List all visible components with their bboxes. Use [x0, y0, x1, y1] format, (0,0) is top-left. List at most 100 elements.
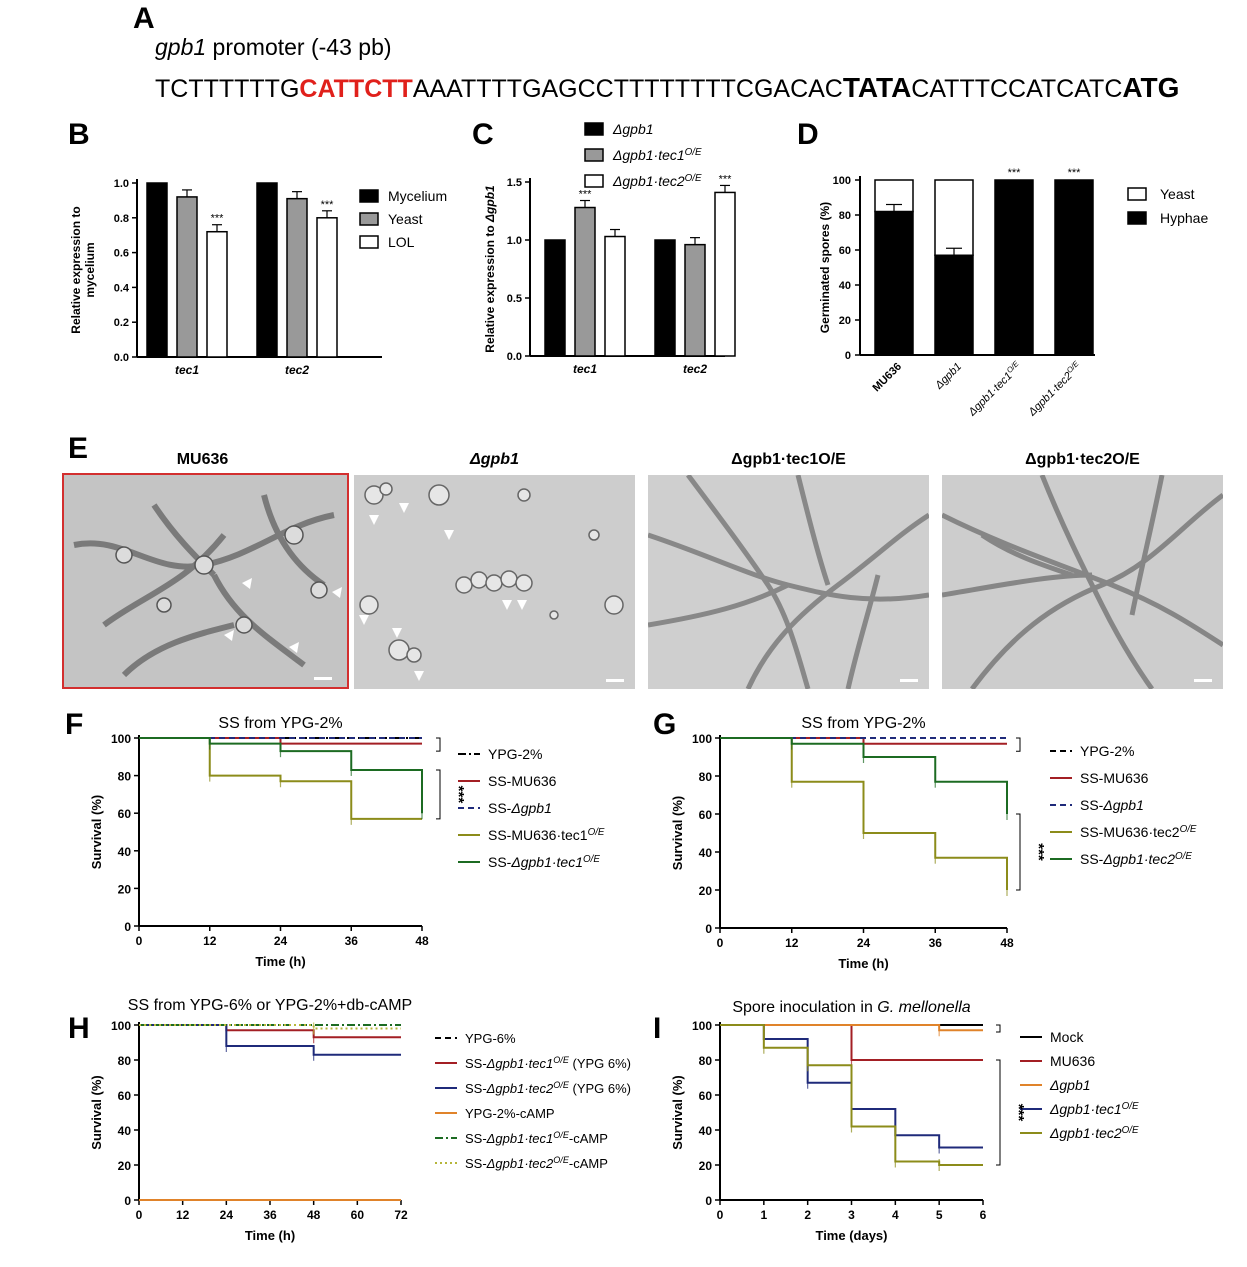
y-tick-label: 20 — [699, 884, 713, 898]
survival-curve — [139, 1024, 401, 1056]
legend-label: Yeast — [388, 211, 423, 227]
legend-label: LOL — [388, 234, 415, 250]
y-tick-label: 0.8 — [114, 213, 129, 225]
stacked-bar — [1054, 179, 1094, 356]
x-tick-label: 24 — [220, 1208, 234, 1222]
legend-label: Δgpb1·tec1O/E — [1049, 1101, 1139, 1118]
legend-label: Mycelium — [388, 188, 447, 204]
y-axis-label: Survival (%) — [89, 795, 104, 869]
legend-label: YPG-2% — [1080, 743, 1134, 759]
stacked-bar — [994, 179, 1034, 356]
ns-bracket — [996, 1024, 1001, 1033]
x-tick-label: 0 — [717, 1208, 724, 1222]
significance-bracket — [436, 769, 441, 820]
x-tick-label: 36 — [345, 934, 359, 948]
micrograph-tec1-image — [648, 475, 929, 689]
bar — [604, 235, 626, 357]
panel-label-a: A — [133, 2, 155, 35]
x-axis-label: Time (h) — [245, 1228, 295, 1243]
y-axis-label: Relative expression to Δgpb1 — [483, 185, 497, 353]
micrograph-title-gpb1: Δgpb1 — [470, 451, 519, 468]
significance-bracket — [996, 1059, 1001, 1166]
x-tick-label: 1 — [760, 1208, 767, 1222]
legend-label: SS-MU636 — [488, 773, 557, 789]
y-tick-label: 100 — [692, 1019, 712, 1033]
y-axis-label: Relative expression to — [69, 206, 83, 333]
chart-title: SS from YPG-2% — [218, 715, 342, 732]
y-tick-label: 0.0 — [114, 352, 129, 364]
legend-label: Δgpb1 — [1049, 1077, 1091, 1093]
panel-label-i: I — [653, 1012, 662, 1045]
y-axis-label: Germinated spores (%) — [818, 202, 832, 333]
y-tick-label: 80 — [118, 1054, 132, 1068]
significance-label: *** — [579, 189, 593, 201]
x-category-label: Δgpb1·tec2O/E — [1024, 358, 1085, 419]
seq-part-3: AAATTTTGAGCCTTTTTTTTCGACAC — [412, 75, 843, 103]
micrograph-title-tec1: Δgpb1·tec1O/E — [731, 451, 846, 468]
y-tick-label: 80 — [699, 1054, 713, 1068]
panel-label-h: H — [68, 1012, 90, 1045]
significance-label: *** — [1008, 167, 1022, 179]
y-tick-label: 60 — [699, 808, 713, 822]
y-tick-label: 60 — [699, 1089, 713, 1103]
legend-label: Mock — [1050, 1029, 1084, 1045]
legend-label: SS-MU636·tec2O/E — [1080, 824, 1197, 841]
panel-label-e: E — [68, 432, 89, 465]
chart-title: SS from YPG-6% or YPG-2%+db-cAMP — [128, 997, 412, 1014]
y-axis-label-line2: mycelium — [83, 242, 97, 297]
legend-swatch — [584, 174, 604, 188]
stacked-bar — [874, 210, 914, 356]
chart-title: SS from YPG-2% — [801, 715, 925, 732]
x-tick-label: 12 — [176, 1208, 190, 1222]
significance-label: *** — [1030, 843, 1047, 861]
x-category-label: MU636 — [871, 361, 905, 395]
y-tick-label: 0 — [124, 1194, 131, 1208]
legend-label: SS-Δgpb1·tec2O/E (YPG 6%) — [465, 1080, 631, 1096]
x-tick-label: 6 — [980, 1208, 987, 1222]
y-tick-label: 0.2 — [114, 317, 129, 329]
x-tick-label: 24 — [857, 936, 871, 950]
micrograph-gpb1 — [354, 475, 635, 689]
x-category-label: Δgpb1 — [932, 361, 964, 393]
x-axis-label: Time (days) — [815, 1228, 887, 1243]
panel-label-c: C — [472, 118, 494, 151]
bar — [206, 230, 228, 358]
y-tick-label: 60 — [839, 245, 851, 257]
legend-label: SS-Δgpb1·tec1O/E-cAMP — [465, 1130, 608, 1146]
y-tick-label: 40 — [699, 846, 713, 860]
y-tick-label: 0.6 — [114, 248, 129, 260]
bar — [574, 206, 596, 357]
panel-label-g: G — [653, 708, 677, 741]
y-tick-label: 20 — [118, 882, 132, 896]
bar — [256, 182, 278, 358]
x-tick-label: 12 — [785, 936, 799, 950]
y-tick-label: 0 — [124, 920, 131, 934]
bar — [684, 243, 706, 357]
chart-title: Spore inoculation in G. mellonella — [732, 999, 970, 1016]
stacked-bar — [934, 179, 974, 256]
legend-label: SS-MU636·tec1O/E — [488, 827, 605, 844]
y-tick-label: 1.0 — [114, 178, 129, 190]
legend-swatch — [359, 189, 379, 203]
significance-label: *** — [719, 173, 733, 185]
gene-name: gpb1 — [155, 34, 207, 60]
micrograph-title-tec2: Δgpb1·tec2O/E — [1025, 451, 1140, 468]
y-tick-label: 80 — [839, 210, 851, 222]
legend-label: YPG-6% — [465, 1031, 516, 1046]
chart-h: SS from YPG-6% or YPG-2%+db-cAMP 0 20 40 60 8… — [89, 997, 631, 1243]
y-tick-label: 40 — [839, 280, 851, 292]
micrograph-mu636 — [62, 473, 349, 689]
x-tick-label: 48 — [1000, 936, 1014, 950]
legend-label: Hyphae — [1160, 210, 1208, 226]
legend-label: MU636 — [1050, 1053, 1095, 1069]
y-tick-label: 0.5 — [507, 293, 522, 305]
significance-label: *** — [1068, 167, 1082, 179]
bar — [286, 197, 308, 358]
chart-i: Spore inoculation in G. mellonella020406… — [670, 999, 1139, 1243]
y-axis-label: Survival (%) — [670, 1075, 685, 1149]
significance-label: *** — [450, 786, 467, 804]
y-tick-label: 40 — [118, 845, 132, 859]
x-tick-label: 4 — [892, 1208, 899, 1222]
panel-label-b: B — [68, 118, 90, 151]
legend-label: SS-Δgpb1·tec1O/E (YPG 6%) — [465, 1055, 631, 1071]
